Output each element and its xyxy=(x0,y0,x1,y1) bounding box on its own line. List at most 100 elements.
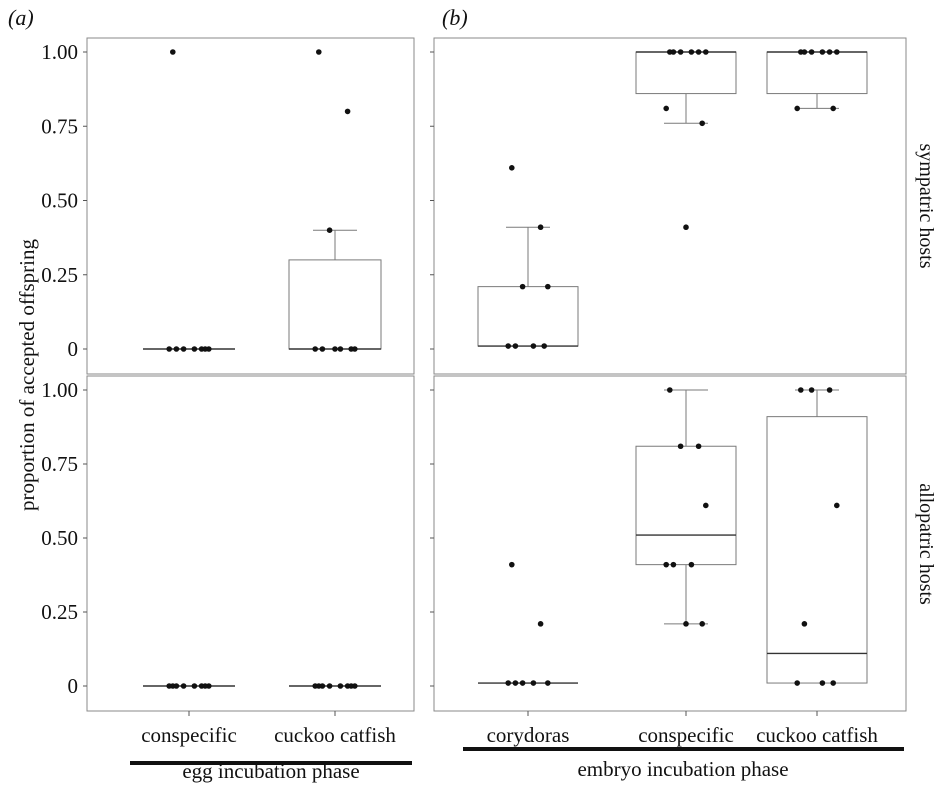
data-point xyxy=(173,346,180,352)
data-point xyxy=(798,387,804,393)
data-point xyxy=(519,283,526,290)
box xyxy=(766,51,868,95)
data-point xyxy=(541,343,547,349)
data-point xyxy=(830,680,836,686)
data-point xyxy=(834,49,840,55)
data-point xyxy=(170,49,176,55)
box xyxy=(766,416,868,684)
plot-marks xyxy=(83,37,907,716)
data-point xyxy=(537,224,544,231)
data-point xyxy=(316,49,322,55)
data-point xyxy=(677,443,684,450)
data-point xyxy=(683,621,689,627)
data-point xyxy=(166,683,172,689)
data-point xyxy=(530,680,537,686)
data-point xyxy=(505,343,512,349)
data-point xyxy=(670,561,677,568)
panel-frame xyxy=(86,375,415,712)
y-tick-label: 0 xyxy=(68,337,79,361)
data-point xyxy=(337,683,344,689)
data-point xyxy=(688,561,695,568)
data-point xyxy=(826,49,833,55)
x-tick-label: conspecific xyxy=(638,723,734,747)
y-tick-label: 0 xyxy=(68,674,79,698)
data-point xyxy=(512,680,519,686)
data-point xyxy=(326,683,333,689)
panel-frame xyxy=(433,375,907,712)
panel-frame xyxy=(86,37,415,375)
row-label-allopatric: allopatric hosts xyxy=(915,483,937,605)
data-point xyxy=(319,683,326,689)
x-tick-label: corydoras xyxy=(487,723,570,747)
data-point xyxy=(688,49,695,55)
data-point xyxy=(677,49,684,55)
box xyxy=(635,51,737,95)
data-point xyxy=(326,227,333,233)
box xyxy=(288,259,382,350)
data-point xyxy=(801,621,808,627)
data-point xyxy=(319,346,326,352)
data-point xyxy=(530,343,537,349)
data-point xyxy=(519,680,526,686)
data-point xyxy=(537,621,544,627)
data-point xyxy=(348,346,355,352)
data-point xyxy=(166,346,172,352)
y-tick-label: 0.75 xyxy=(41,452,78,476)
data-point xyxy=(667,387,673,393)
panel-tag-a: (a) xyxy=(8,5,34,30)
phase-label-embryo: embryo incubation phase xyxy=(577,757,788,781)
y-tick-label: 1.00 xyxy=(41,40,78,64)
data-point xyxy=(794,105,800,112)
data-point xyxy=(703,502,709,509)
data-point xyxy=(332,346,338,352)
data-point xyxy=(699,621,705,627)
data-point xyxy=(819,680,826,686)
data-point xyxy=(312,346,319,352)
y-axis-title: proportion of accepted offspring xyxy=(15,239,39,511)
data-point xyxy=(545,283,551,290)
data-point xyxy=(512,343,519,349)
x-tick-label: cuckoo catfish xyxy=(756,723,878,747)
data-point xyxy=(683,224,689,231)
data-point xyxy=(703,49,709,55)
box xyxy=(477,286,579,347)
data-point xyxy=(794,680,800,686)
data-point xyxy=(830,105,836,112)
data-point xyxy=(337,346,344,352)
data-point xyxy=(180,683,187,689)
data-point xyxy=(834,502,840,509)
x-tick-label: conspecific xyxy=(141,723,237,747)
data-point xyxy=(695,443,702,450)
data-point xyxy=(509,165,515,171)
y-tick-label: 1.00 xyxy=(41,378,78,402)
data-point xyxy=(801,49,808,55)
data-point xyxy=(670,49,677,55)
data-point xyxy=(808,387,815,393)
panel-frame xyxy=(433,37,907,375)
data-point xyxy=(663,561,669,568)
y-tick-label: 0.25 xyxy=(41,600,78,624)
data-point xyxy=(505,680,512,686)
y-tick-label: 0.50 xyxy=(41,189,78,213)
data-point xyxy=(545,680,551,686)
data-point xyxy=(808,49,815,55)
data-point xyxy=(819,49,826,55)
data-point xyxy=(695,49,702,55)
data-point xyxy=(826,387,833,393)
data-point xyxy=(509,561,515,568)
y-tick-label: 0.75 xyxy=(41,114,78,138)
box xyxy=(635,445,737,566)
data-point xyxy=(191,346,198,352)
x-tick-label: cuckoo catfish xyxy=(274,723,396,747)
data-point xyxy=(173,683,180,689)
data-point xyxy=(191,683,198,689)
data-point xyxy=(180,346,187,352)
data-point xyxy=(312,683,319,689)
y-tick-label: 0.25 xyxy=(41,263,78,287)
panel-tag-b: (b) xyxy=(442,5,468,30)
data-point xyxy=(348,683,355,689)
data-point xyxy=(699,120,705,127)
data-point xyxy=(663,105,669,112)
row-label-sympatric: sympatric hosts xyxy=(915,144,937,269)
